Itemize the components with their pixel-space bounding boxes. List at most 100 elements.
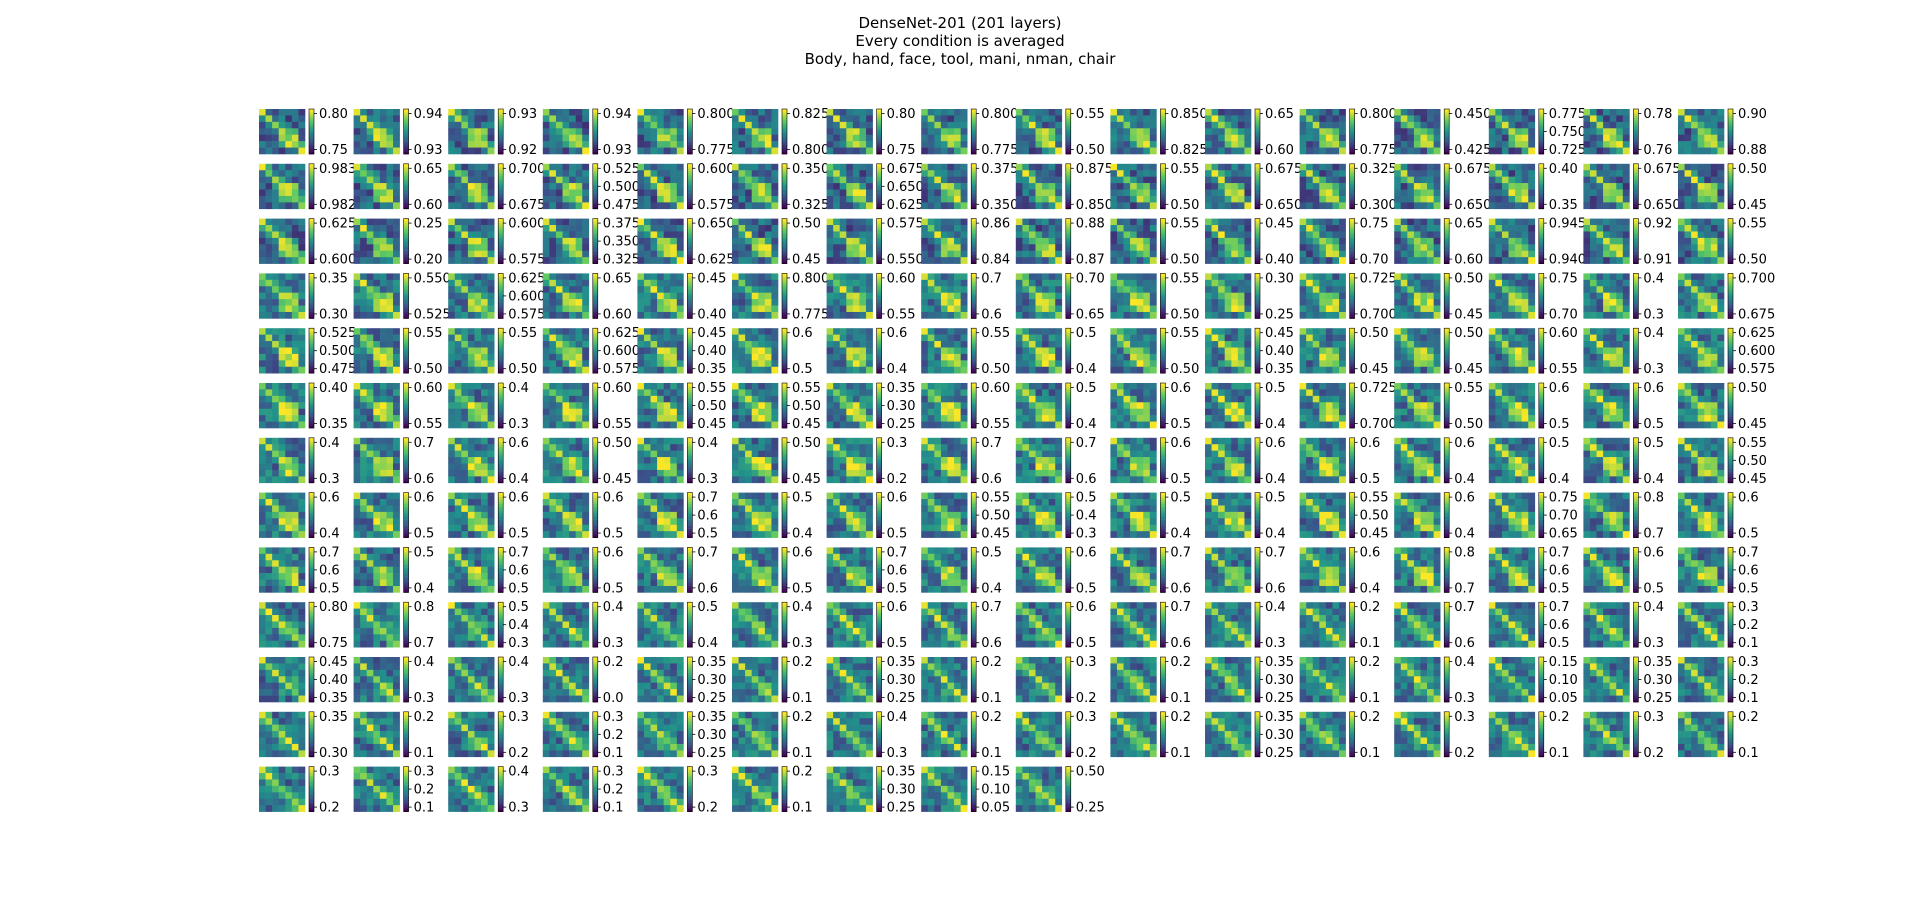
colorbar-tick-label: 0.55 [1170, 271, 1199, 286]
heatmap-cell [366, 195, 374, 203]
heatmap-cell [751, 170, 759, 177]
colorbar-segment [1065, 238, 1071, 242]
colorbar-segment [1538, 261, 1544, 264]
heatmap-cell [732, 183, 739, 190]
heatmap-panel: 0.650.60 [1205, 107, 1294, 158]
heatmap-cell [265, 183, 273, 190]
heatmap-cell [487, 347, 495, 355]
heatmap-cell [1684, 121, 1692, 129]
colorbar-segment [1349, 218, 1355, 222]
colorbar-segment [403, 355, 409, 358]
heatmap-cell [676, 237, 684, 245]
heatmap-cell [386, 341, 394, 348]
colorbar-segment [1633, 273, 1639, 276]
heatmap-cell [1211, 183, 1219, 190]
colorbar-segment [403, 127, 409, 130]
heatmap-cell [1123, 121, 1131, 129]
heatmap-cell [676, 231, 684, 239]
heatmap-cell [1400, 202, 1408, 210]
heatmap-cell [940, 183, 948, 190]
heatmap-cell [738, 189, 746, 197]
heatmap-cell [1515, 109, 1522, 116]
colorbar-segment [1255, 293, 1260, 297]
heatmap-cell [1583, 257, 1591, 264]
heatmap-cell [1028, 128, 1036, 136]
heatmap-cell [1123, 109, 1131, 116]
colorbar-segment [1160, 190, 1166, 194]
colorbar-segment [1728, 175, 1733, 178]
heatmap-cell [751, 218, 759, 226]
heatmap-cell [487, 311, 495, 319]
colorbar-segment [1160, 238, 1166, 242]
heatmap-cell [960, 189, 968, 197]
heatmap-cell [1312, 147, 1320, 155]
heatmap-cell [1149, 141, 1157, 148]
colorbar-segment [1444, 277, 1450, 281]
colorbar-segment [1633, 175, 1639, 178]
colorbar-segment [687, 250, 693, 253]
colorbar-segment [876, 190, 882, 194]
heatmap-cell [1224, 109, 1232, 116]
heatmap-cell [927, 163, 935, 171]
heatmap-cell [1035, 299, 1043, 306]
heatmap-cell [454, 176, 462, 184]
heatmap-cell [1244, 109, 1252, 116]
colorbar-segment [1349, 300, 1355, 303]
heatmap-cell [826, 141, 834, 148]
colorbar-segment [403, 298, 409, 301]
heatmap-cell [1244, 286, 1252, 293]
heatmap-cell [1325, 218, 1333, 226]
heatmap-cell [582, 141, 590, 148]
heatmap-cell [859, 189, 867, 197]
colorbar-segment [403, 275, 409, 279]
heatmap-cell [1015, 225, 1023, 232]
heatmap-cell [833, 311, 841, 319]
colorbar-segment [498, 282, 504, 285]
heatmap-cell [1609, 225, 1617, 232]
heatmap-cell [1433, 250, 1441, 258]
colorbar-segment [971, 236, 977, 240]
heatmap-cell [1325, 257, 1333, 264]
heatmap-cell [1149, 305, 1157, 313]
heatmap-cell [852, 305, 860, 313]
heatmap-cell [1596, 183, 1604, 190]
heatmap-cell [1427, 244, 1434, 252]
heatmap-cell [1110, 218, 1118, 226]
heatmap-cell [461, 237, 469, 245]
colorbar-segment [403, 300, 409, 303]
heatmap-cell [1042, 273, 1049, 281]
heatmap-cell [1495, 250, 1503, 258]
colorbar-segment [1160, 181, 1166, 185]
heatmap-cell [833, 170, 841, 177]
colorbar-segment [971, 166, 977, 169]
heatmap-cell [1622, 202, 1630, 210]
colorbar-segment [498, 300, 504, 303]
heatmap-cell [373, 334, 381, 342]
heatmap-cell [1205, 237, 1212, 245]
heatmap-cell [1339, 273, 1346, 281]
colorbar-segment [1160, 261, 1166, 264]
heatmap-cell [663, 250, 671, 258]
heatmap-cell [1306, 299, 1314, 306]
heatmap-cell [852, 163, 860, 171]
heatmap-cell [549, 183, 557, 190]
colorbar-segment [309, 346, 314, 349]
heatmap-cell [298, 305, 306, 313]
heatmap-cell [1306, 218, 1314, 226]
heatmap-cell [1488, 250, 1496, 258]
heatmap-cell [467, 299, 475, 306]
heatmap-cell [461, 353, 469, 361]
colorbar-segment [876, 229, 882, 233]
colorbar-segment [1255, 227, 1260, 231]
heatmap-cell [751, 115, 759, 123]
heatmap-cell [1123, 257, 1131, 264]
colorbar-segment [1349, 304, 1355, 308]
heatmap-cell [1697, 128, 1705, 136]
colorbar-tick-label: 0.800 [792, 143, 829, 158]
colorbar-segment [403, 166, 409, 169]
heatmap-cell [1306, 189, 1314, 197]
heatmap-cell [1710, 231, 1718, 239]
colorbar-segment [403, 131, 409, 135]
colorbar-segment [498, 202, 504, 205]
